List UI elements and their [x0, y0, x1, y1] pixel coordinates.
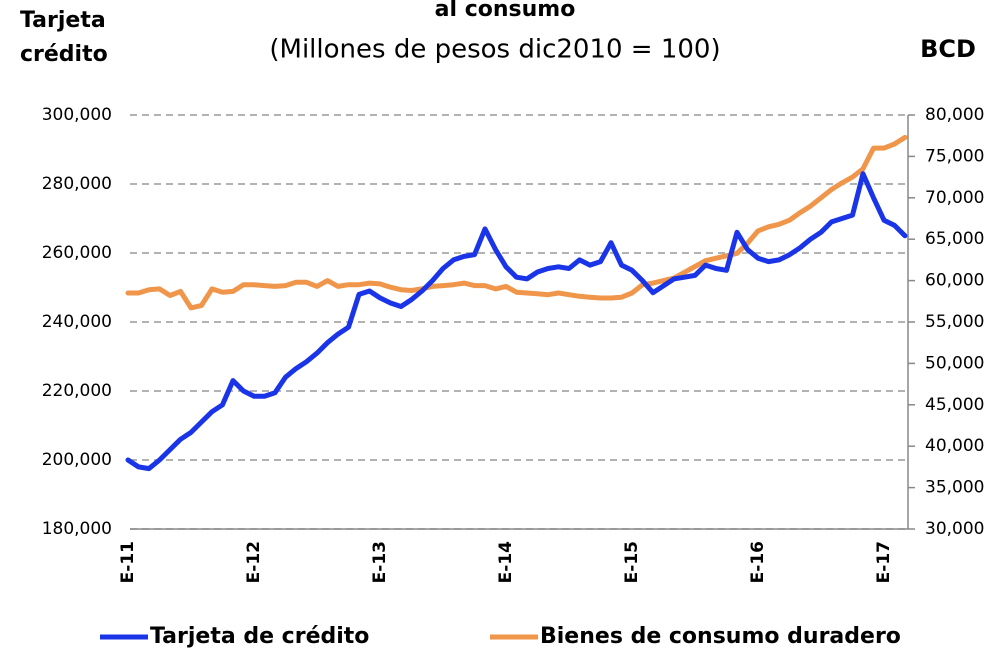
x-tick-label: E-11	[118, 541, 138, 583]
x-tick-label: E-16	[748, 541, 768, 583]
y2-tick-label: 55,000	[925, 312, 984, 332]
y2-tick-label: 45,000	[925, 395, 984, 415]
x-tick-label: E-14	[496, 541, 516, 583]
y-tick-label: 200,000	[42, 450, 112, 470]
y2-tick-label: 35,000	[925, 478, 984, 498]
y-tick-label: 260,000	[42, 243, 112, 263]
legend-label: Tarjeta de crédito	[150, 624, 369, 649]
chart-subtitle: (Millones de pesos dic2010 = 100)	[269, 35, 720, 65]
x-tick-label: E-15	[622, 541, 642, 583]
x-tick-label: E-12	[244, 541, 264, 583]
y2-tick-label: 50,000	[925, 353, 984, 373]
y-tick-label: 180,000	[42, 519, 112, 539]
y2-tick-label: 70,000	[925, 188, 984, 208]
y2-tick-label: 75,000	[925, 146, 984, 166]
x-tick-label: E-13	[370, 541, 390, 583]
y-tick-label: 240,000	[42, 312, 112, 332]
x-tick-label: E-17	[874, 541, 894, 583]
y-tick-label: 300,000	[42, 105, 112, 125]
legend-label: Bienes de consumo duradero	[540, 624, 901, 649]
y2-tick-label: 30,000	[925, 519, 984, 539]
y-axis-label: Tarjeta crédito	[20, 8, 108, 67]
y2-tick-label: 80,000	[925, 105, 984, 125]
line-series	[125, 171, 908, 472]
y2-axis-label: BCD	[920, 35, 976, 63]
y-tick-label: 280,000	[42, 174, 112, 194]
y2-tick-label: 65,000	[925, 229, 984, 249]
y2-tick-label: 60,000	[925, 271, 984, 291]
line-series	[125, 134, 908, 311]
y-tick-label: 220,000	[42, 381, 112, 401]
chart-title: al consumo	[435, 0, 576, 22]
y2-tick-label: 40,000	[925, 436, 984, 456]
